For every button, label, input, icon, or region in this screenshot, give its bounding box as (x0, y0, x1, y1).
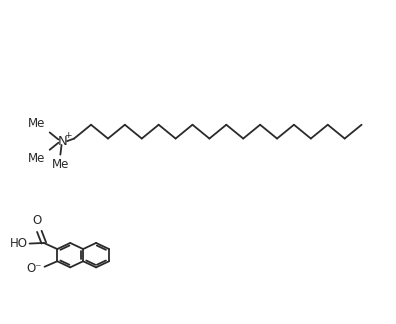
Text: HO: HO (10, 237, 28, 250)
Text: Me: Me (52, 158, 69, 171)
Text: Me: Me (28, 152, 45, 165)
Text: O⁻: O⁻ (26, 262, 42, 275)
Text: +: + (64, 131, 72, 140)
Text: O: O (33, 214, 42, 227)
Text: Me: Me (28, 117, 45, 130)
Text: N: N (57, 134, 67, 148)
